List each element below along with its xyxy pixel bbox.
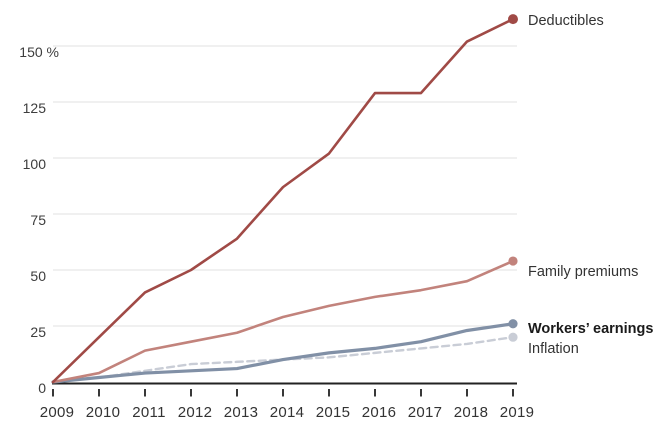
- series-line-deductibles: [51, 17, 515, 384]
- series-end-dot-inflation: [508, 332, 518, 342]
- x-axis-tick-label: 2012: [178, 404, 213, 421]
- y-axis-tick-label: 100: [23, 156, 47, 172]
- y-axis-tick-label: 125: [23, 100, 47, 116]
- y-axis-tick-label: 150 %: [19, 44, 59, 60]
- y-axis-tick-label: 25: [30, 324, 46, 340]
- y-axis-tick-label: 50: [30, 268, 46, 284]
- y-axis-tick-label: 0: [38, 380, 46, 396]
- x-axis-tick-label: 2011: [132, 404, 165, 421]
- series-label-inflation: Inflation: [528, 341, 579, 357]
- x-axis-tick-label: 2018: [454, 404, 489, 421]
- x-axis-tick-label: 2013: [224, 404, 259, 421]
- series-line-family-premiums: [51, 259, 515, 384]
- y-axis-tick-label: 75: [30, 212, 46, 228]
- x-axis-tick-label: 2015: [316, 404, 351, 421]
- series-label-deductibles: Deductibles: [528, 13, 604, 29]
- series-end-dot-deductibles: [508, 14, 518, 25]
- series-end-dot-family-premiums: [508, 256, 518, 266]
- series-end-dot-workers-earnings: [508, 319, 518, 329]
- x-axis-tick-label: 2009: [40, 404, 75, 421]
- x-axis-tick-label: 2010: [86, 404, 121, 421]
- x-axis-tick-label: 2016: [362, 404, 397, 421]
- x-axis-tick-label: 2014: [270, 404, 305, 421]
- x-axis-tick-label: 2019: [500, 404, 535, 421]
- series-label-workers-earnings: Workers’ earnings: [528, 321, 653, 337]
- series-line-workers-earnings: [51, 322, 515, 384]
- series-label-family-premiums: Family premiums: [528, 264, 638, 280]
- x-axis-tick-label: 2017: [408, 404, 443, 421]
